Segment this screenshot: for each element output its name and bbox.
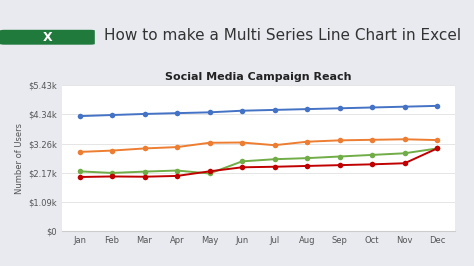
LinkedIn <box>434 147 440 150</box>
Facebook <box>369 106 375 109</box>
Instagram <box>304 164 310 168</box>
LinkedIn <box>77 170 82 173</box>
Facebook <box>109 113 115 117</box>
LinkedIn <box>109 171 115 174</box>
LinkedIn <box>207 172 212 175</box>
Facebook <box>434 104 440 107</box>
Facebook <box>77 114 82 118</box>
LinkedIn <box>142 170 147 173</box>
Line: Twitter: Twitter <box>77 136 440 155</box>
Twitter <box>142 147 147 150</box>
Instagram <box>142 175 147 178</box>
Text: How to make a Multi Series Line Chart in Excel: How to make a Multi Series Line Chart in… <box>104 28 461 43</box>
Title: Social Media Campaign Reach: Social Media Campaign Reach <box>165 72 352 82</box>
Facebook <box>337 107 342 110</box>
Instagram <box>207 170 212 173</box>
Instagram <box>109 175 115 178</box>
Facebook <box>304 107 310 111</box>
Line: LinkedIn: LinkedIn <box>77 146 440 176</box>
Y-axis label: Number of Users: Number of Users <box>15 123 24 194</box>
Facebook <box>207 111 212 114</box>
Twitter <box>434 139 440 142</box>
LinkedIn <box>402 152 408 155</box>
Twitter <box>174 146 180 149</box>
Instagram <box>272 165 277 168</box>
Instagram <box>369 163 375 166</box>
LinkedIn <box>174 169 180 172</box>
LinkedIn <box>369 153 375 156</box>
Text: X: X <box>43 31 52 44</box>
Facebook <box>142 112 147 115</box>
Twitter <box>272 144 277 147</box>
Twitter <box>77 150 82 153</box>
Facebook <box>402 105 408 108</box>
FancyBboxPatch shape <box>0 30 95 45</box>
Twitter <box>207 141 212 144</box>
Line: Instagram: Instagram <box>77 146 440 180</box>
Twitter <box>109 149 115 152</box>
LinkedIn <box>304 156 310 160</box>
Instagram <box>337 164 342 167</box>
Instagram <box>174 174 180 177</box>
LinkedIn <box>239 160 245 163</box>
Twitter <box>239 141 245 144</box>
Instagram <box>239 166 245 169</box>
Facebook <box>174 111 180 115</box>
Twitter <box>304 140 310 143</box>
LinkedIn <box>272 158 277 161</box>
Instagram <box>402 162 408 165</box>
LinkedIn <box>337 155 342 158</box>
Facebook <box>272 108 277 111</box>
Twitter <box>369 138 375 142</box>
Twitter <box>402 138 408 141</box>
Instagram <box>434 147 440 150</box>
Instagram <box>77 175 82 178</box>
Line: Facebook: Facebook <box>77 103 440 119</box>
Twitter <box>337 139 342 142</box>
Facebook <box>239 109 245 112</box>
